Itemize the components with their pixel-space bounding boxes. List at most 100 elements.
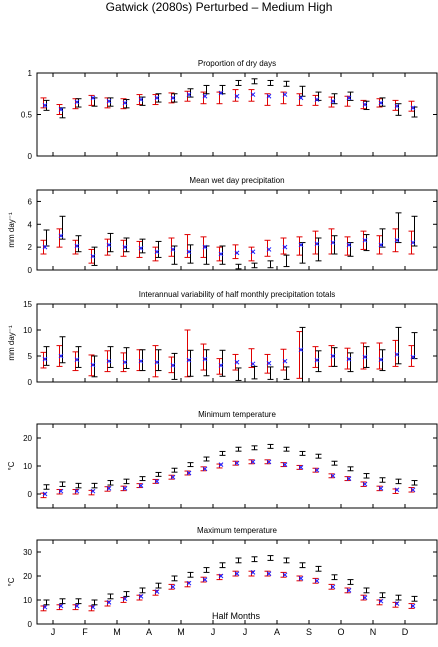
data-point bbox=[154, 589, 160, 594]
data-point bbox=[282, 572, 288, 578]
data-point bbox=[346, 476, 352, 481]
y-tick-label: 0 bbox=[28, 490, 33, 499]
data-point bbox=[410, 105, 416, 111]
data-point bbox=[266, 360, 272, 366]
data-point bbox=[394, 487, 400, 493]
data-point bbox=[314, 241, 320, 247]
y-tick-label: 20 bbox=[23, 572, 32, 581]
data-point bbox=[410, 603, 416, 609]
data-point bbox=[314, 578, 320, 584]
x-tick-label: S bbox=[306, 627, 312, 637]
data-point bbox=[218, 251, 224, 257]
data-point bbox=[42, 103, 48, 108]
data-point bbox=[106, 358, 112, 364]
data-point bbox=[314, 467, 320, 473]
data-point bbox=[298, 95, 304, 101]
data-point bbox=[170, 247, 176, 252]
data-point bbox=[74, 488, 80, 494]
y-tick-label: 30 bbox=[23, 548, 32, 557]
data-point bbox=[330, 98, 336, 104]
data-point bbox=[186, 470, 192, 476]
data-point bbox=[106, 98, 112, 104]
data-point bbox=[362, 237, 368, 243]
data-point bbox=[330, 584, 336, 590]
data-point bbox=[122, 359, 128, 365]
data-point bbox=[138, 594, 144, 599]
data-point bbox=[314, 97, 320, 102]
data-point bbox=[58, 603, 64, 609]
data-point bbox=[186, 249, 192, 255]
x-tick-label: J bbox=[51, 627, 56, 637]
data-point bbox=[202, 93, 208, 99]
x-tick-label: J bbox=[211, 627, 216, 637]
y-tick-label: 20 bbox=[23, 434, 32, 443]
y-tick-label: 6 bbox=[28, 197, 33, 206]
data-point bbox=[234, 571, 240, 576]
data-point bbox=[266, 571, 272, 576]
data-point bbox=[394, 103, 400, 109]
data-point bbox=[378, 100, 384, 106]
data-point bbox=[346, 588, 352, 593]
x-tick-label: D bbox=[402, 627, 409, 637]
data-point bbox=[266, 247, 272, 252]
data-point bbox=[122, 486, 128, 491]
x-tick-label: A bbox=[274, 627, 280, 637]
data-point bbox=[90, 95, 96, 101]
data-point bbox=[186, 580, 192, 586]
panel-title: Mean wet day precipitation bbox=[189, 176, 284, 185]
plot-frame bbox=[36, 303, 438, 383]
data-point bbox=[378, 357, 384, 362]
data-point bbox=[378, 242, 384, 248]
data-point bbox=[298, 242, 304, 248]
data-point bbox=[154, 359, 160, 365]
data-point bbox=[122, 100, 128, 106]
data-point bbox=[58, 107, 64, 112]
data-point bbox=[74, 243, 80, 249]
data-point bbox=[346, 356, 352, 362]
data-point bbox=[250, 249, 256, 255]
y-tick-label: 2 bbox=[28, 243, 33, 252]
y-axis-label: °C bbox=[7, 577, 16, 586]
y-tick-label: 0.5 bbox=[21, 111, 33, 120]
data-point bbox=[266, 93, 272, 99]
data-point bbox=[90, 604, 96, 610]
data-point bbox=[362, 354, 368, 360]
data-point bbox=[234, 250, 240, 256]
data-point bbox=[298, 576, 304, 581]
plot-frame bbox=[36, 423, 438, 509]
data-point bbox=[122, 596, 128, 602]
data-point bbox=[218, 90, 224, 96]
y-tick-label: 0 bbox=[28, 152, 33, 161]
data-point bbox=[266, 459, 272, 465]
data-point bbox=[154, 249, 160, 255]
data-point bbox=[362, 102, 368, 107]
data-point bbox=[90, 362, 96, 368]
data-point bbox=[410, 354, 416, 360]
data-point bbox=[106, 600, 112, 605]
data-point bbox=[234, 359, 240, 365]
data-point bbox=[42, 604, 48, 610]
data-point bbox=[250, 92, 256, 97]
x-tick-label: N bbox=[370, 627, 377, 637]
data-point bbox=[138, 483, 144, 488]
data-point bbox=[314, 357, 320, 363]
data-point bbox=[154, 95, 160, 101]
data-point bbox=[74, 99, 80, 105]
data-point bbox=[250, 570, 256, 575]
panel-title: Interannual variability of half monthly … bbox=[139, 290, 336, 299]
data-point bbox=[170, 363, 176, 368]
data-point bbox=[250, 361, 256, 367]
data-point bbox=[282, 358, 288, 364]
x-tick-label: J bbox=[243, 627, 248, 637]
x-axis-label: Half Months bbox=[212, 611, 261, 621]
data-point bbox=[282, 244, 288, 250]
data-point bbox=[58, 488, 64, 494]
data-point bbox=[362, 595, 368, 600]
figure-title: Gatwick (2080s) Perturbed – Medium High bbox=[106, 0, 333, 14]
data-point bbox=[282, 462, 288, 467]
data-point bbox=[410, 240, 416, 245]
data-point bbox=[330, 473, 336, 479]
y-axis-label: mm day⁻¹ bbox=[7, 212, 16, 248]
y-axis-label: °C bbox=[7, 461, 16, 470]
data-point bbox=[74, 357, 80, 362]
